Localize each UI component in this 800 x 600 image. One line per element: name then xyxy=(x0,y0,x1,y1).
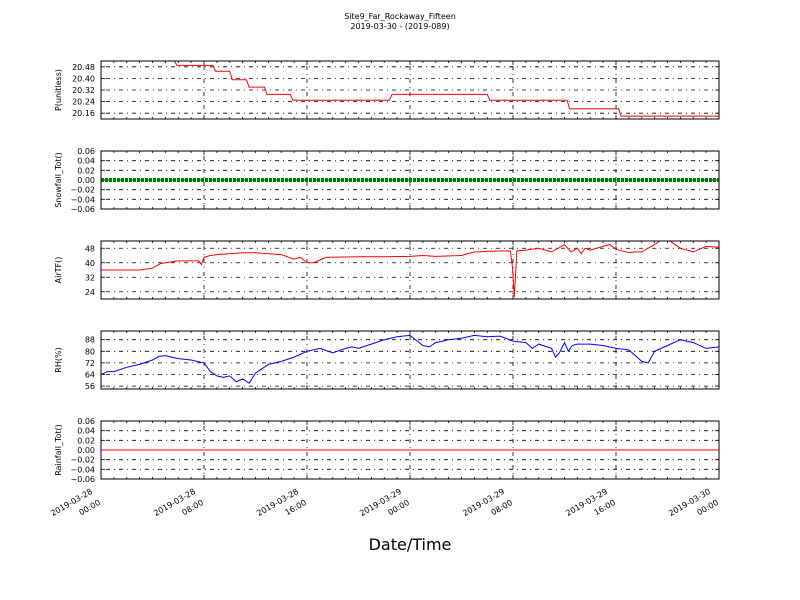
y-tick-label: 0.02 xyxy=(77,436,95,445)
y-tick-label: −0.06 xyxy=(70,205,95,214)
y-tick-label: 20.40 xyxy=(72,74,95,83)
y-tick-label: 48 xyxy=(85,244,95,253)
subplots: 20.16 20.24 20.32 20.40 20.48 P(unitless) −0.0… xyxy=(54,60,720,484)
y-tick-label: 0.06 xyxy=(77,147,95,156)
y-tick-label: 0.00 xyxy=(77,176,95,185)
y-tick-label: 0.00 xyxy=(77,446,95,455)
y-tick-label: −0.02 xyxy=(70,186,95,195)
plot-frame xyxy=(100,330,720,390)
y-tick-label: 32 xyxy=(85,273,95,282)
y-tick-label: 24 xyxy=(85,288,95,297)
y-axis-label: P(unitless) xyxy=(54,69,63,111)
subplot-5: −0.06−0.04−0.020.000.020.040.06 Rainfall_… xyxy=(54,417,720,484)
y-tick-label: 20.24 xyxy=(72,98,95,107)
plot-frame xyxy=(100,240,720,300)
series-line-1 xyxy=(101,334,719,384)
y-tick-label: −0.06 xyxy=(70,475,95,484)
series-line-1 xyxy=(101,241,719,298)
y-tick-label: −0.04 xyxy=(70,195,95,204)
subplot-1: 20.16 20.24 20.32 20.40 20.48 P(unitless) xyxy=(54,60,720,120)
chart-title: Site9_Far_Rockaway_Fifteen xyxy=(344,12,456,21)
y-tick-label: 72 xyxy=(85,359,95,368)
subplot-3: 24 32 40 48 AirTF() xyxy=(54,240,720,300)
y-tick-label: 20.48 xyxy=(72,63,95,72)
y-tick-label: 88 xyxy=(85,336,95,345)
y-tick-label: 20.32 xyxy=(72,86,95,95)
subplot-4: 56 64 72 80 88 RH(%) xyxy=(54,330,720,391)
y-tick-label: 0.04 xyxy=(77,157,95,166)
subplot-2: −0.06−0.04−0.020.000.020.040.06 Snowfall_… xyxy=(54,147,720,214)
plot-frame xyxy=(100,60,720,120)
y-axis-label: Snowfall_Tot() xyxy=(54,152,63,208)
y-tick-label: 40 xyxy=(85,259,95,268)
y-tick-label: 0.02 xyxy=(77,166,95,175)
y-tick-label: 64 xyxy=(85,371,95,380)
y-tick-label: 20.16 xyxy=(72,109,95,118)
y-tick-label: −0.02 xyxy=(70,456,95,465)
chart-subtitle: 2019-03-30 - (2019-089) xyxy=(350,22,449,31)
plot-frame xyxy=(100,150,720,210)
plot-frame xyxy=(100,420,720,480)
y-axis-label: AirTF() xyxy=(54,257,63,284)
x-axis-label: Date/Time xyxy=(369,535,452,554)
y-axis-label: RH(%) xyxy=(54,347,63,372)
series-line-1 xyxy=(101,61,719,117)
y-tick-label: 56 xyxy=(85,382,95,391)
y-tick-label: −0.04 xyxy=(70,465,95,474)
y-tick-label: 0.06 xyxy=(77,417,95,426)
y-axis-label: Rainfall_Tot() xyxy=(54,424,63,476)
y-tick-label: 80 xyxy=(85,347,95,356)
y-tick-label: 0.04 xyxy=(77,427,95,436)
